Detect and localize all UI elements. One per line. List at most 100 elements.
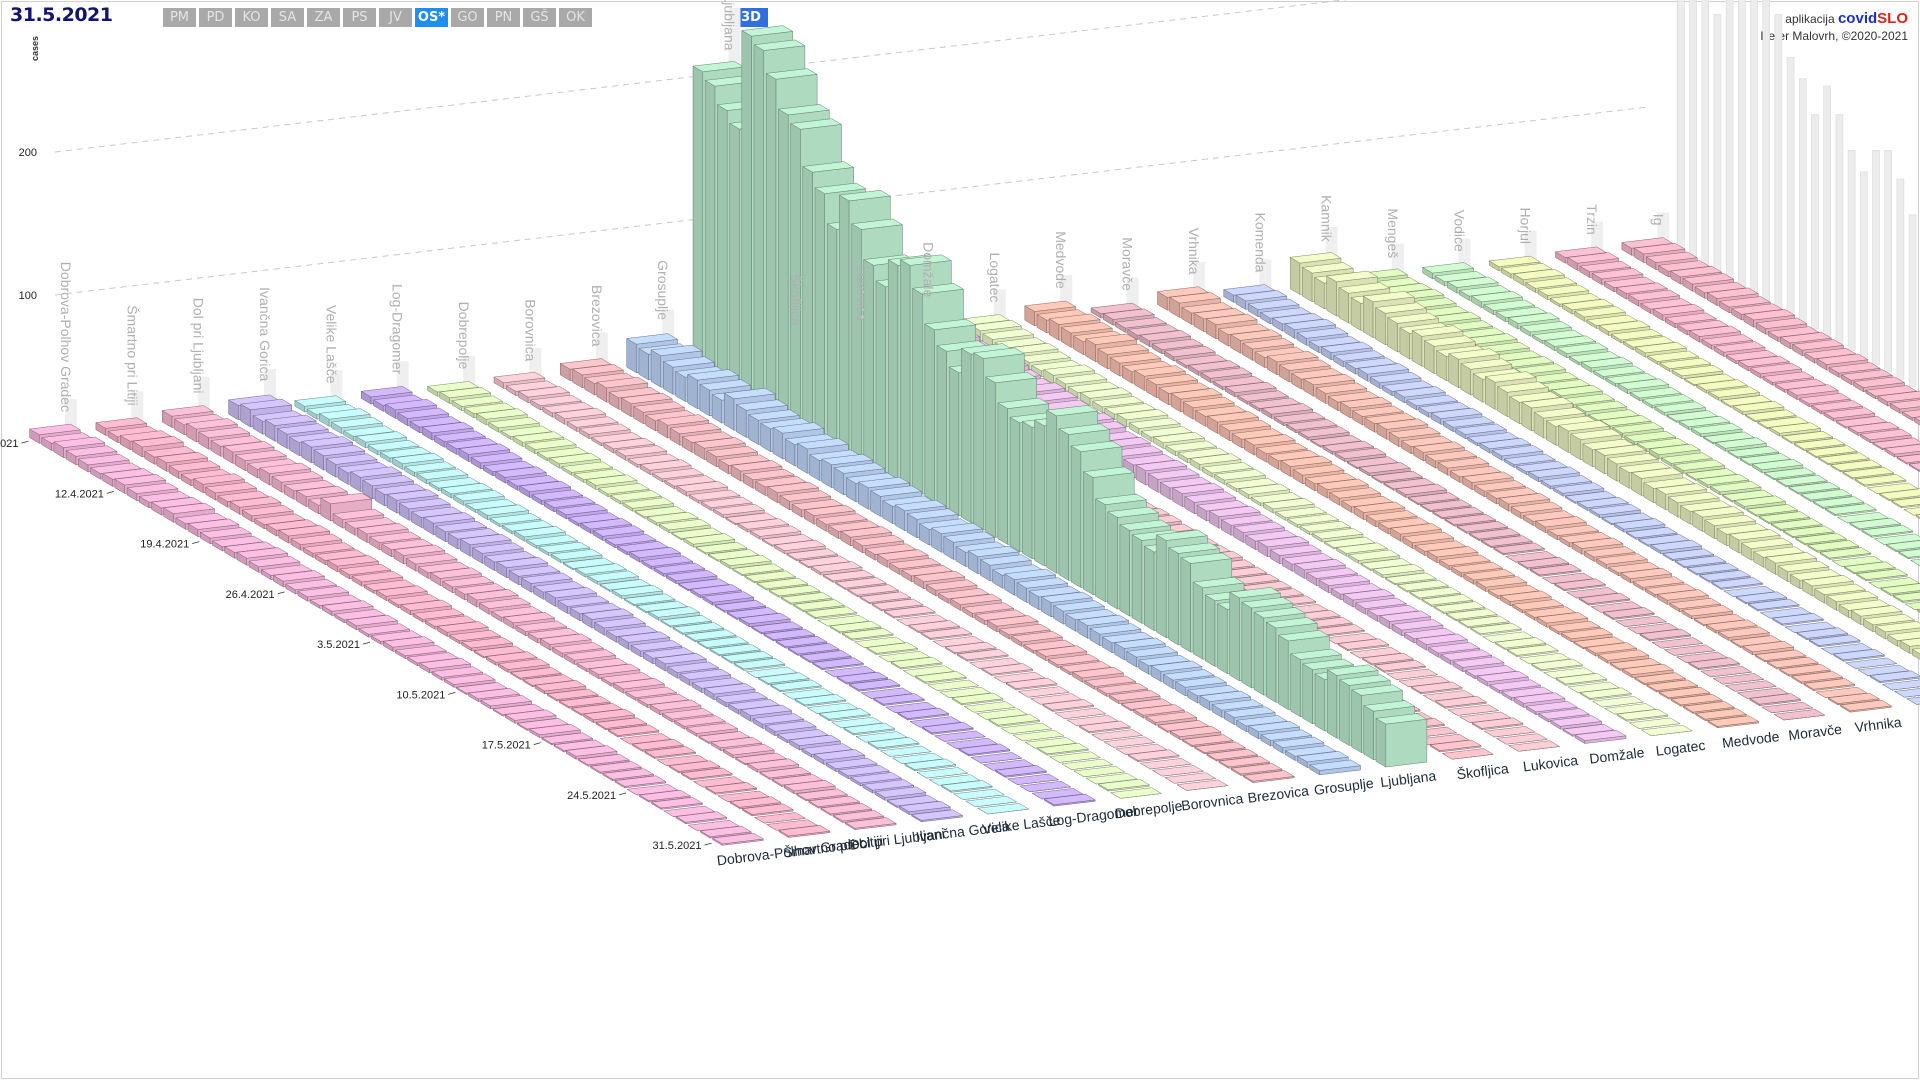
bar-top [1878,488,1920,500]
bar-10-56[interactable] [1375,713,1428,768]
bar-21-18[interactable] [1641,394,1695,409]
region-button-3[interactable]: SA [271,8,304,27]
bar-21-34[interactable] [1836,512,1890,524]
bar-23-22[interactable] [1823,407,1876,422]
region-button-11[interactable]: OK [559,8,592,27]
region-button-2[interactable]: KO [235,8,268,27]
bar-side [724,392,735,431]
bar-23-27[interactable] [1884,444,1920,458]
bar-top [1701,334,1754,346]
bar-top [1669,266,1723,278]
bar-22-29[interactable] [1842,466,1895,480]
bar-21-19[interactable] [1653,401,1707,416]
bar-22-35[interactable] [1915,510,1920,522]
region-button-5[interactable]: PS [343,8,376,27]
wall-municipality-bar [330,370,343,401]
brand-covid[interactable]: covid [1837,10,1878,27]
bar-side [985,376,996,538]
bar-top [1836,512,1890,524]
bar-21-24[interactable] [1714,437,1768,452]
bar-24-23[interactable] [1901,407,1920,421]
bar-22-24[interactable] [1781,431,1834,444]
region-button-7[interactable]: OS* [415,8,448,27]
bar-21-8[interactable] [1519,321,1573,337]
bar-21-38[interactable] [1885,540,1920,553]
bar-21-22[interactable] [1690,423,1743,438]
bar-top [1550,384,1604,397]
bar-22-31[interactable] [1866,482,1919,494]
bar-21-40[interactable] [1909,555,1920,566]
bar-23-28[interactable] [1896,452,1920,465]
bar-21-37[interactable] [1873,533,1920,545]
bar-21-28[interactable] [1763,467,1816,481]
bar-21-30[interactable] [1787,481,1841,495]
region-button-1[interactable]: PD [199,8,232,27]
bar-23-25[interactable] [1859,428,1913,444]
wall-municipality-bar [1657,212,1670,245]
bar-side [1217,603,1228,675]
bar-22-25[interactable] [1793,438,1846,451]
bar-20-26[interactable] [1672,459,1726,474]
bar-front [1385,718,1428,768]
bar-top [1434,270,1487,283]
bar-side [687,373,698,410]
bar-front [1888,495,1920,502]
bar-21-36[interactable] [1861,525,1914,538]
bar-22-30[interactable] [1854,474,1907,487]
brand-slo[interactable]: SLO [1877,10,1908,27]
region-button-8[interactable]: GO [451,8,484,27]
bar-21-35[interactable] [1848,517,1902,531]
bar-front [1906,460,1920,465]
bar-top [1775,474,1829,486]
bar-top [1786,384,1839,396]
region-button-6[interactable]: JV [379,8,412,27]
bar-top [1605,372,1658,384]
bar-side [1363,295,1374,339]
bar-22-26[interactable] [1805,445,1858,459]
bar-21-33[interactable] [1824,503,1877,517]
bar-top [1525,277,1578,289]
bar-22-20[interactable] [1732,400,1785,416]
bar-21-29[interactable] [1775,474,1829,488]
bar-21-32[interactable] [1812,496,1865,510]
region-button-0[interactable]: PM [163,8,196,27]
bar-top [1791,339,1845,351]
bar-22-28[interactable] [1829,459,1883,473]
bar-22-15[interactable] [1671,365,1724,380]
bar-top [1549,293,1602,305]
bar-20-29[interactable] [1709,481,1762,496]
wall-municipality-bar [1458,238,1471,268]
bar-top [1762,371,1815,383]
wall-municipality-bar [131,391,144,425]
bar-22-34[interactable] [1903,505,1920,516]
bar-top [1676,319,1730,331]
bar-22-23[interactable] [1768,422,1822,437]
region-button-4[interactable]: ZA [307,8,340,27]
bar-24-24[interactable] [1913,413,1920,428]
bar-side [1375,717,1387,768]
bar-22-33[interactable] [1890,496,1920,509]
bar-top [1779,332,1833,344]
bar-top [1671,365,1724,377]
bar-22-32[interactable] [1878,488,1920,502]
bar-21-27[interactable] [1751,458,1804,474]
bar-top [1683,373,1736,385]
region-button-10[interactable]: GŠ [523,8,556,27]
bar-22-27[interactable] [1817,452,1871,466]
bar-21-25[interactable] [1727,446,1780,459]
bar-23-17[interactable] [1762,371,1815,386]
bar-21-39[interactable] [1897,547,1920,560]
view-3d-button[interactable]: 3D [734,8,768,27]
bar-top [1854,474,1907,486]
bar-side [1156,534,1167,639]
bar-24-22[interactable] [1889,398,1920,414]
bar-21-31[interactable] [1800,489,1853,502]
bar-side [948,366,960,517]
bar-22-18[interactable] [1707,386,1761,401]
bar-side [1338,287,1349,324]
bar-top [1587,409,1640,421]
bar-22-21[interactable] [1744,409,1797,423]
bar-side [1339,679,1350,746]
region-button-9[interactable]: PN [487,8,520,27]
bar-top [1725,349,1778,362]
